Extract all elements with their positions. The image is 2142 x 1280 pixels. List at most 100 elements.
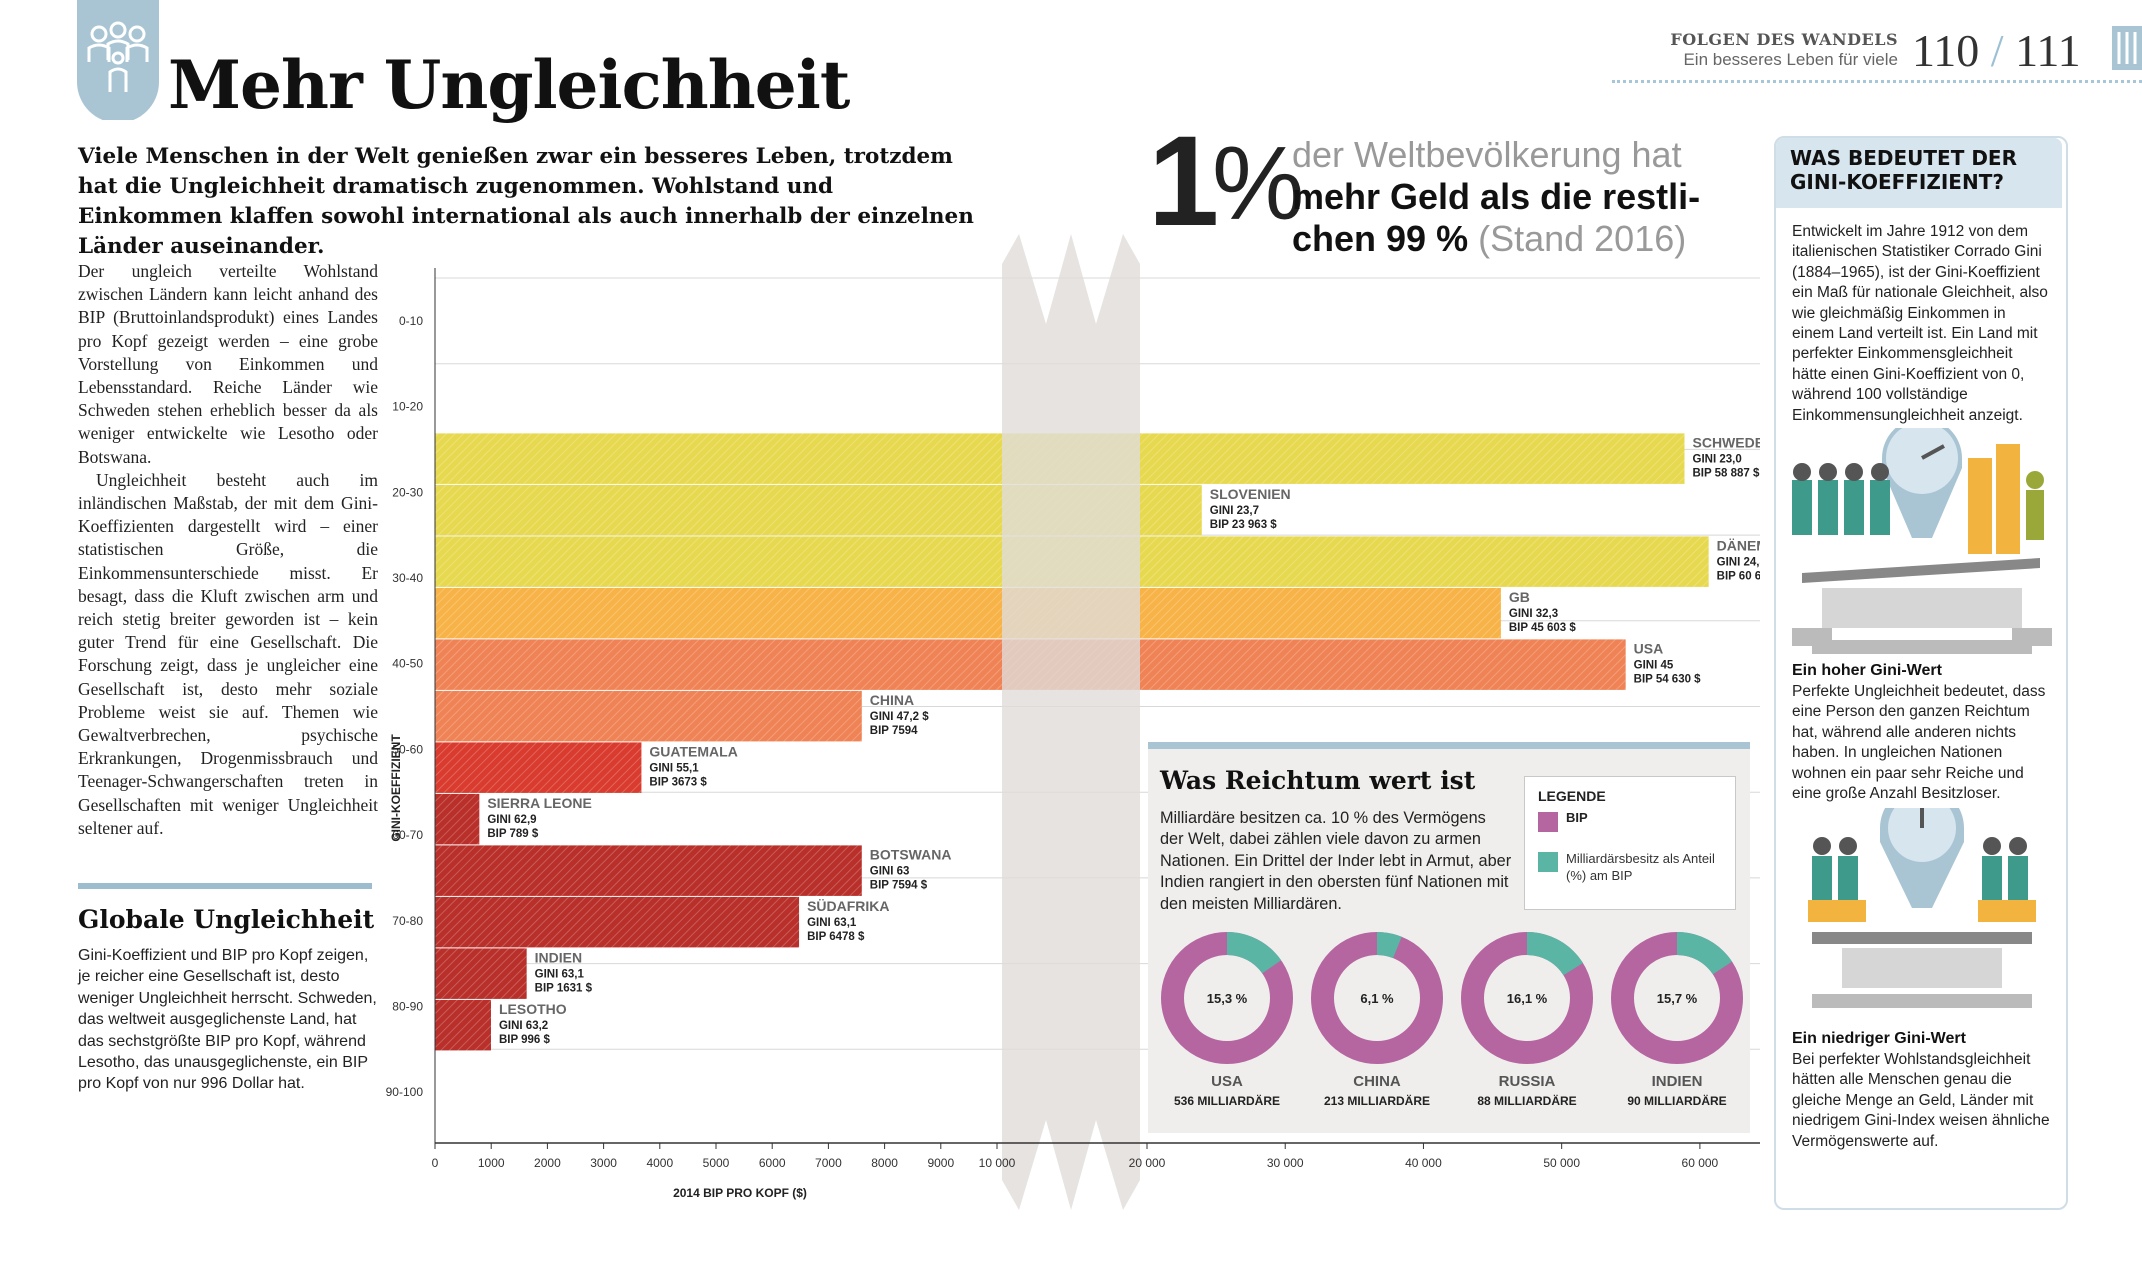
- bar-gdp-label: BIP 7594 $: [870, 879, 928, 891]
- x-tick-label: 1000: [478, 1156, 505, 1170]
- bar-gini-label: GINI 32,3: [1509, 608, 1558, 620]
- bar-hatch: [435, 999, 491, 1051]
- y-tick-label: 30-40: [392, 571, 423, 585]
- y-tick-label: 90-100: [386, 1085, 424, 1099]
- bar-country-label: SLOVENIEN: [1210, 486, 1291, 502]
- page-number-separator: /: [1990, 25, 2004, 76]
- axis-break-band-shape: [1002, 234, 1140, 1210]
- unequal-scale-illustration: [1792, 428, 2052, 654]
- y-tick-label: 80-90: [392, 999, 423, 1013]
- bar-gdp-label: BIP 58 887 $: [1693, 467, 1760, 479]
- x-tick-label: 60 000: [1682, 1156, 1719, 1170]
- y-tick-label: 20-30: [392, 485, 423, 499]
- bar-country-label: DÄNEMARK: [1717, 537, 1760, 553]
- book-icon: [2112, 26, 2142, 70]
- bar-country-label: INDIEN: [535, 949, 582, 965]
- bar-hatch: [435, 896, 800, 948]
- bar-country-label: SÜDAFRIKA: [807, 898, 889, 914]
- stat-number: 1: [1148, 110, 1219, 253]
- y-tick-label: 40-50: [392, 657, 423, 671]
- equal-scale-illustration: [1808, 808, 2036, 1008]
- bar-gini-label: GINI 47,2 $: [870, 711, 929, 723]
- bar-hatch: [435, 742, 642, 793]
- bar-hatch: [435, 948, 527, 999]
- donut-china: 6,1 % CHINA 213 MILLIARDÄRE: [1311, 932, 1443, 1108]
- global-text: Gini-Koeffizient und BIP pro Kopf zeigen…: [78, 947, 377, 1093]
- stat-line-3-bold: chen 99 %: [1292, 218, 1469, 259]
- low-gini-heading: Ein niedriger Gini-Wert: [1792, 1030, 1966, 1047]
- bar-gdp-label: BIP 6478 $: [807, 931, 865, 943]
- bar-country-label: SIERRA LEONE: [487, 795, 592, 811]
- bar-hatch: [435, 793, 480, 845]
- legend-label-bip: BIP: [1566, 810, 1588, 825]
- bar-country-label: GB: [1509, 589, 1530, 605]
- legend-label-billionaire: Milliardärsbesitz als Anteil (%) am BIP: [1566, 851, 1715, 883]
- donut-percent-label: 16,1 %: [1507, 991, 1548, 1006]
- page-number-left: 110: [1912, 25, 1980, 76]
- y-axis-title: GINI-KOEFFIZIENT: [389, 734, 403, 842]
- stat-line-1: der Weltbevölkerung hat: [1292, 134, 1682, 175]
- donut-percent-label: 15,7 %: [1657, 991, 1698, 1006]
- donut-usa: 15,3 % USA 536 MILLIARDÄRE: [1161, 932, 1293, 1108]
- bar-gini-label: GINI 63,1: [807, 917, 857, 929]
- wealth-text: Milliardäre besitzen ca. 10 % des Vermög…: [1160, 809, 1512, 913]
- header-rule: [1612, 80, 2142, 83]
- donut-russia: 16,1 % RUSSIA 88 MILLIARDÄRE: [1461, 932, 1593, 1108]
- x-tick-label: 30 000: [1267, 1156, 1304, 1170]
- stat-percent-sign: %: [1212, 126, 1305, 242]
- legend-swatch-billionaire: [1538, 852, 1558, 872]
- legend-swatch-bip: [1538, 812, 1558, 832]
- bar-country-label: CHINA: [870, 692, 914, 708]
- x-axis-title: 2014 BIP PRO KOPF ($): [673, 1186, 807, 1200]
- y-tick-label: 60-70: [392, 828, 423, 842]
- donut-billionaires-label: 213 MILLIARDÄRE: [1324, 1093, 1430, 1108]
- bar-gdp-label: BIP 3673 $: [649, 776, 707, 788]
- bar-gdp-label: BIP 1631 $: [535, 982, 593, 994]
- donut-country-label: CHINA: [1353, 1073, 1401, 1090]
- donut-indien: 15,7 % INDIEN 90 MILLIARDÄRE: [1611, 932, 1743, 1108]
- donut-slice-billionaire: [1227, 932, 1282, 974]
- x-tick-label: 2000: [534, 1156, 561, 1170]
- x-tick-label: 3000: [590, 1156, 617, 1170]
- donut-country-label: INDIEN: [1652, 1073, 1703, 1090]
- bar-gdp-label: BIP 54 630 $: [1634, 673, 1702, 685]
- high-gini-heading: Ein hoher Gini-Wert: [1792, 662, 1942, 679]
- body-paragraph-1: Der ungleich verteilte Wohlstand zwische…: [78, 261, 378, 467]
- x-tick-label: 6000: [759, 1156, 786, 1170]
- donut-country-label: USA: [1211, 1073, 1243, 1090]
- axis-break-band: [1002, 234, 1140, 1210]
- donut-billionaires-label: 536 MILLIARDÄRE: [1174, 1093, 1280, 1108]
- donut-slice-billionaire: [1677, 932, 1733, 975]
- bar-country-label: SCHWEDEN: [1693, 434, 1760, 450]
- section-subtitle: Ein besseres Leben für viele: [1683, 50, 1898, 69]
- donut-charts: 15,3 % USA 536 MILLIARDÄRE 6,1 % CHINA 213 MI…: [1161, 932, 1743, 1108]
- bar-country-label: BOTSWANA: [870, 846, 952, 862]
- donut-billionaires-label: 90 MILLIARDÄRE: [1627, 1093, 1726, 1108]
- x-tick-label: 8000: [871, 1156, 898, 1170]
- x-tick-label: 7000: [815, 1156, 842, 1170]
- bar-hatch: [435, 587, 1501, 639]
- bar-gini-label: GINI 63,2: [499, 1020, 548, 1032]
- bar-country-label: LESOTHO: [499, 1001, 567, 1017]
- wealth-title: Was Reichtum wert ist: [1160, 766, 1476, 795]
- bar-gdp-label: BIP 789 $: [487, 828, 539, 840]
- bar-country-label: GUATEMALA: [649, 743, 737, 759]
- donut-percent-label: 15,3 %: [1207, 991, 1248, 1006]
- x-tick-label: 20 000: [1129, 1156, 1166, 1170]
- bar-hatch: [435, 690, 862, 742]
- stat-line-3: chen 99 % (Stand 2016): [1292, 218, 1686, 260]
- x-tick-label: 40 000: [1405, 1156, 1442, 1170]
- donut-slice-billionaire: [1377, 932, 1402, 959]
- bar-gini-label: GINI 45: [1634, 659, 1674, 671]
- bar-country-label: USA: [1634, 640, 1664, 656]
- bar-gini-label: GINI 62,9: [487, 814, 536, 826]
- stat-line-3-light: (Stand 2016): [1468, 218, 1687, 259]
- x-tick-label: 4000: [646, 1156, 673, 1170]
- chart-axes: 0-10 10-20 20-30 30-40 40-50 50-60 60-70 70-80 8…: [386, 268, 1760, 1200]
- body-paragraph-2: Ungleichheit besteht auch im inländische…: [78, 469, 378, 838]
- sidebar-title: WAS BEDEUTET DER GINI-KOEFFIZIENT?: [1790, 146, 2017, 194]
- bar-gini-label: GINI 24,8: [1717, 556, 1760, 568]
- bar-gini-label: GINI 55,1: [649, 762, 699, 774]
- bar-gini-label: GINI 23,7: [1210, 505, 1259, 517]
- global-heading: Globale Ungleichheit: [78, 905, 375, 934]
